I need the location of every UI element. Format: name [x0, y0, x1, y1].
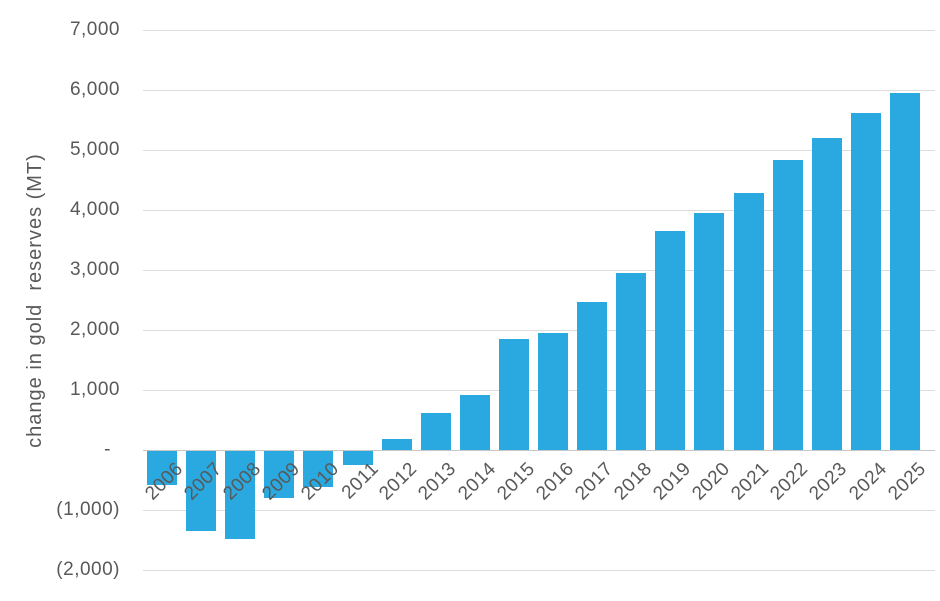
y-tick-label: 6,000 — [69, 79, 120, 100]
x-tick-label-2025: 2025 — [883, 458, 931, 505]
bar-2020 — [694, 213, 725, 450]
y-tick-label: 5,000 — [69, 139, 120, 160]
x-axis-line — [143, 449, 935, 451]
bar-2010 — [303, 451, 334, 487]
bar-2024 — [850, 112, 881, 450]
bar-2025 — [889, 93, 920, 450]
bar-2022 — [772, 160, 803, 450]
y-tick-label: (1,000) — [56, 499, 120, 520]
x-tick-label-2011: 2011 — [337, 458, 383, 504]
gridline — [143, 89, 935, 91]
gridline — [143, 209, 935, 211]
x-tick-label-2022: 2022 — [766, 458, 813, 505]
y-tick-label: 4,000 — [69, 199, 120, 220]
gridline — [143, 509, 935, 511]
bar-2015 — [498, 339, 529, 450]
gridline — [143, 149, 935, 151]
bar-2012 — [381, 439, 412, 450]
x-tick-label-2012: 2012 — [375, 458, 422, 505]
bar-2009 — [264, 451, 295, 498]
y-tick-label: - — [104, 439, 111, 460]
gridline — [143, 329, 935, 331]
x-tick-label-2019: 2019 — [649, 458, 696, 505]
x-tick-label-2021: 2021 — [727, 458, 774, 505]
bar-2011 — [342, 451, 373, 466]
x-tick-label-2024: 2024 — [844, 458, 891, 505]
y-tick-label: 3,000 — [69, 259, 120, 280]
bar-2019 — [655, 231, 686, 450]
bar-2023 — [811, 138, 842, 450]
x-tick-label-2015: 2015 — [492, 458, 540, 505]
gridline — [143, 569, 935, 571]
x-tick-label-2020: 2020 — [688, 458, 735, 505]
bar-2008 — [225, 451, 256, 539]
y-axis-title-text: change in gold reserves (MT) — [23, 153, 46, 448]
y-tick-label: 7,000 — [69, 19, 120, 40]
bar-2006 — [147, 451, 177, 485]
bar-2007 — [186, 451, 217, 531]
bar-2016 — [538, 333, 568, 450]
gridline — [143, 269, 935, 271]
y-tick-label: 1,000 — [69, 379, 120, 400]
x-tick-label-2016: 2016 — [531, 458, 579, 505]
bar-2017 — [577, 302, 608, 450]
bar-2018 — [616, 273, 647, 450]
bar-2021 — [733, 193, 764, 450]
y-tick-label: 2,000 — [69, 319, 120, 340]
x-tick-label-2014: 2014 — [453, 458, 500, 505]
y-tick-label: (2,000) — [56, 559, 120, 580]
x-tick-label-2018: 2018 — [610, 458, 657, 505]
x-tick-label-2013: 2013 — [414, 458, 461, 505]
x-tick-label-2017: 2017 — [571, 458, 618, 505]
bar-2014 — [459, 394, 490, 450]
x-tick-label-2023: 2023 — [805, 458, 852, 505]
bar-2013 — [420, 413, 451, 450]
gridline — [143, 29, 935, 31]
